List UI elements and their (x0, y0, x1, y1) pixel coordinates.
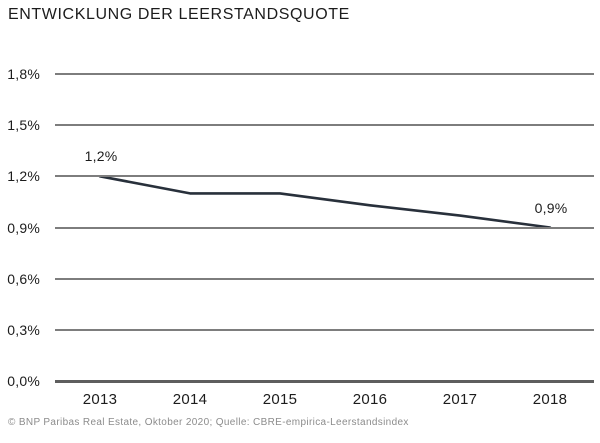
x-tick-label: 2014 (172, 391, 208, 408)
y-tick-label: 1,8% (7, 66, 40, 82)
y-tick-label: 0,0% (7, 373, 40, 389)
gridline (55, 124, 594, 127)
x-tick-label: 2018 (532, 391, 568, 408)
x-tick-label: 2016 (352, 391, 388, 408)
vacancy-rate-line (98, 175, 552, 229)
x-tick-label: 2017 (442, 391, 478, 408)
gridline (55, 277, 594, 280)
source-note: © BNP Paribas Real Estate, Oktober 2020;… (8, 417, 409, 428)
y-tick-label: 0,3% (7, 321, 40, 338)
y-tick-label: 0,6% (7, 270, 40, 287)
x-tick-label: 2013 (82, 391, 118, 408)
gridline (55, 328, 594, 331)
gridline (55, 175, 594, 178)
chart-title: ENTWICKLUNG DER LEERSTANDSQUOTE (8, 6, 350, 23)
data-point-label: 1,2% (84, 148, 118, 165)
data-point-label: 0,9% (534, 199, 568, 216)
x-tick-label: 2015 (262, 391, 298, 408)
y-tick-label: 0,9% (7, 219, 40, 236)
gridline (55, 73, 594, 75)
gridline (55, 226, 594, 229)
y-tick-label: 1,2% (7, 168, 40, 185)
x-axis-baseline (55, 379, 594, 383)
y-tick-label: 1,5% (7, 117, 40, 134)
